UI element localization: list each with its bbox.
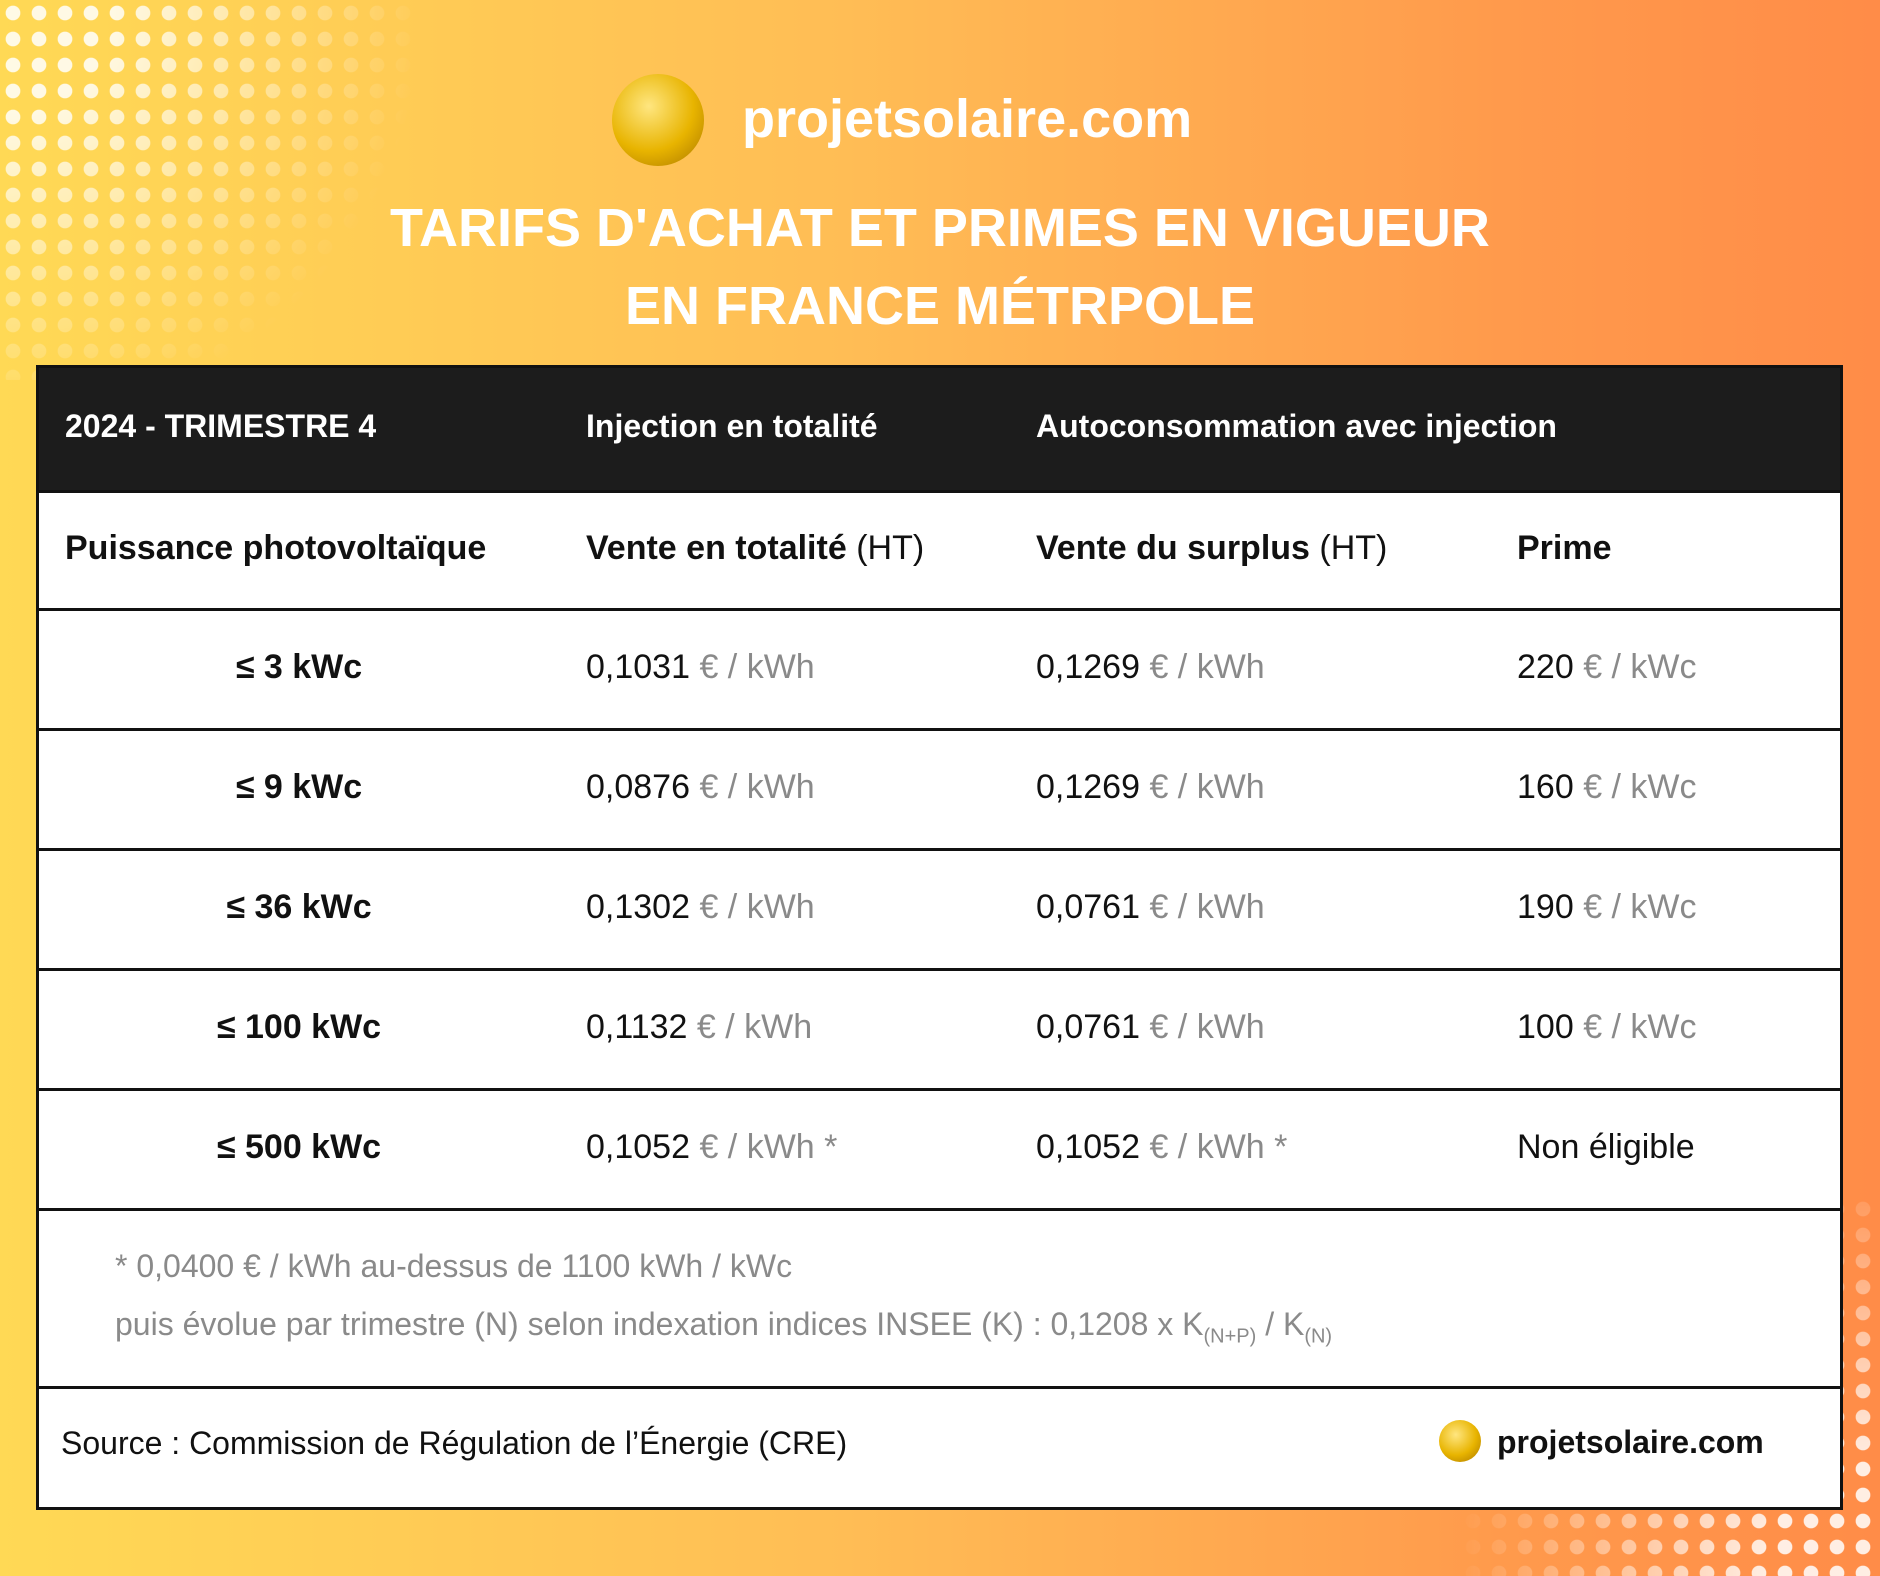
subheader-suffix: (HT) [856, 529, 925, 567]
row-border [39, 608, 1840, 611]
value-cell: 0,0761 € / kWh [1036, 1008, 1265, 1047]
subheader-text: Vente en totalité [586, 529, 847, 567]
unit: € / kWh [1149, 888, 1265, 926]
header-cell: 2024 - TRIMESTRE 4 [65, 408, 377, 444]
subheader-text: Vente du surplus [1036, 529, 1310, 567]
unit: € / kWh [1149, 768, 1265, 806]
value-cell: 0,1031 € / kWh [586, 648, 815, 687]
footnote: * 0,0400 € / kWh au-dessus de 1100 kWh /… [115, 1248, 793, 1284]
row-border [39, 968, 1840, 971]
subheader-text: Prime [1517, 529, 1612, 567]
unit: € / kWh [699, 648, 815, 686]
value-cell: 0,1132 € / kWh [586, 1008, 812, 1047]
value: 0,1302 [586, 888, 690, 926]
unit: € / kWc [1583, 648, 1697, 686]
row-border [39, 490, 1840, 493]
unit: € / kWh [1149, 648, 1265, 686]
source: Source : Commission de Régulation de l’É… [61, 1425, 848, 1461]
value: 0,0761 [1036, 1008, 1140, 1046]
unit: € / kWh [696, 1008, 813, 1046]
row-border [39, 728, 1840, 731]
footnote: puis évolue par trimestre (N) selon inde… [115, 1306, 1332, 1348]
power-cell: ≤ 100 kWc [216, 1008, 382, 1046]
header-cell: Autoconsommation avec injection [1036, 408, 1557, 444]
value: 100 [1517, 1008, 1574, 1046]
subheader-cell: Vente du surplus (HT) [1036, 529, 1387, 568]
value-cell: 0,0761 € / kWh [1036, 888, 1265, 927]
value: 0,0876 [586, 768, 690, 806]
title-line: EN FRANCE MÉTRPOLE [624, 276, 1256, 336]
unit: € / kWc [1583, 888, 1697, 926]
value: 190 [1517, 888, 1574, 926]
value-cell: 220 € / kWc [1517, 648, 1697, 687]
footnote-part: (N) [1304, 1325, 1333, 1348]
value-cell: 0,1052 € / kWh * [586, 1128, 837, 1167]
subheader-suffix: (HT) [1319, 529, 1388, 567]
value-cell: 160 € / kWc [1517, 768, 1697, 807]
value-cell: Non éligible [1517, 1128, 1695, 1166]
unit: € / kWc [1583, 768, 1697, 806]
footnote-part: puis évolue par trimestre (N) selon inde… [115, 1306, 1204, 1342]
value-cell: 190 € / kWc [1517, 888, 1697, 927]
dots-decor [0, 0, 420, 380]
subheader-text: Puissance photovoltaïque [65, 529, 487, 567]
title-line: TARIFS D'ACHAT ET PRIMES EN VIGUEUR [390, 198, 1490, 258]
footnote-part: (N+P) [1203, 1325, 1257, 1348]
power-cell: ≤ 500 kWc [216, 1128, 382, 1166]
footer-logo [1439, 1420, 1481, 1462]
unit: € / kWh [699, 888, 815, 926]
value: 0,0761 [1036, 888, 1140, 926]
power-cell: ≤ 3 kWc [235, 648, 363, 686]
row-border [39, 1208, 1840, 1211]
subheader-cell: Vente en totalité (HT) [586, 529, 924, 568]
value: 160 [1517, 768, 1574, 806]
value-cell: 0,1052 € / kWh * [1036, 1128, 1287, 1167]
value-cell: 0,1269 € / kWh [1036, 768, 1265, 807]
power-cell: ≤ 9 kWc [235, 768, 363, 806]
unit: € / kWc [1583, 1008, 1697, 1046]
value: 220 [1517, 648, 1574, 686]
unit: € / kWh [699, 768, 815, 806]
value: 0,1269 [1036, 648, 1140, 686]
value: 0,1132 [586, 1008, 688, 1046]
unit: € / kWh * [1149, 1128, 1288, 1166]
logo [612, 74, 704, 166]
unit: € / kWh [1149, 1008, 1265, 1046]
value-cell: 0,1302 € / kWh [586, 888, 815, 927]
header-cell: Injection en totalité [586, 408, 878, 444]
footer-brand: projetsolaire.com [1497, 1424, 1764, 1460]
tariff-table: 2024 - TRIMESTRE 4 Injection en totalité A… [36, 365, 1843, 1510]
value: 0,1031 [586, 648, 690, 686]
row-border [39, 1386, 1840, 1389]
subheader-cell: Prime [1517, 529, 1612, 568]
row-border [39, 1088, 1840, 1091]
footnote-part: / K [1256, 1306, 1305, 1342]
value-cell: 0,1269 € / kWh [1036, 648, 1265, 687]
subheader-cell: Puissance photovoltaïque [65, 529, 486, 568]
row-border [39, 848, 1840, 851]
value: 0,1052 [1036, 1128, 1140, 1166]
table-header [39, 368, 1840, 490]
power-cell: ≤ 36 kWc [226, 888, 372, 926]
value-cell: 100 € / kWc [1517, 1008, 1697, 1047]
value: 0,1269 [1036, 768, 1140, 806]
value-cell: 0,0876 € / kWh [586, 768, 815, 807]
brand: projetsolaire.com [742, 89, 1193, 149]
value: 0,1052 [586, 1128, 690, 1166]
unit: € / kWh * [699, 1128, 838, 1166]
